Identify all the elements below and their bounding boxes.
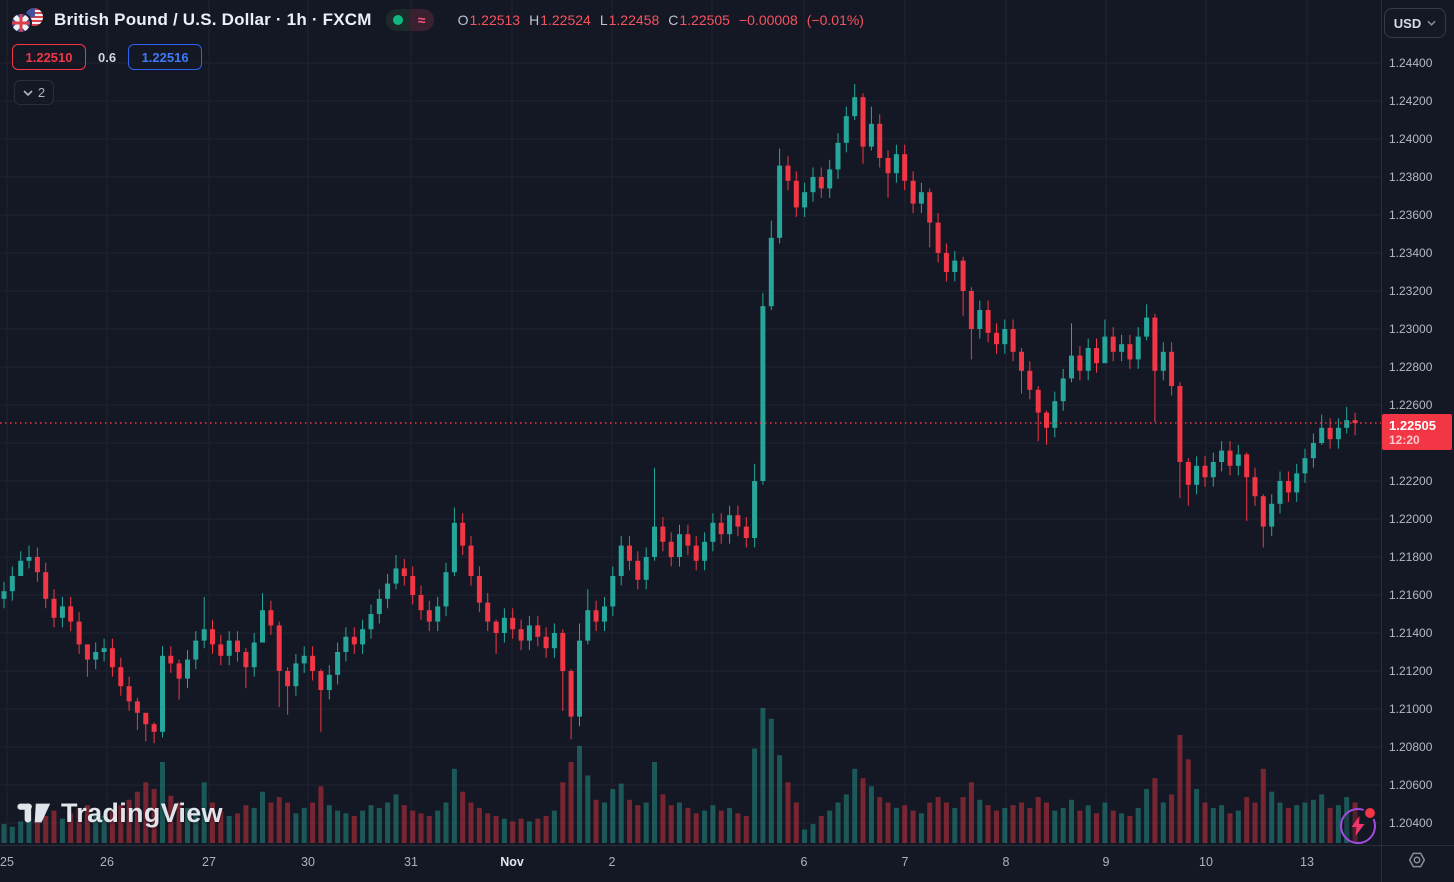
price-tick-label: 1.21600 (1389, 588, 1433, 602)
close-label: C (668, 12, 679, 28)
price-tick-label: 1.23800 (1389, 170, 1433, 184)
spread-value: 0.6 (98, 49, 117, 65)
time-axis-label: 25 (0, 855, 14, 869)
price-axis[interactable]: 1.22505 12:20 1.24400 1.24200 1.24000 1.238… (1382, 0, 1454, 845)
price-tick-label: 1.20600 (1389, 778, 1433, 792)
time-axis-label: 8 (1002, 855, 1010, 869)
low-label: L (599, 12, 608, 28)
close-value: 1.22505 (679, 12, 730, 28)
chevron-down-icon (1427, 20, 1436, 26)
last-price-value: 1.22505 (1389, 417, 1436, 433)
change-value: −0.00008 (738, 12, 798, 28)
delayed-data-icon: ≈ (409, 9, 434, 31)
lightning-icon (1351, 816, 1365, 836)
change-percent: (−0.01%) (806, 12, 864, 28)
time-axis-label: 27 (202, 855, 216, 869)
market-status-pill[interactable]: ≈ (385, 9, 434, 31)
time-axis[interactable]: 25 26 27 30 31 Nov 2 6 7 8 9 10 13 (0, 846, 1381, 882)
price-tick-label: 1.22200 (1389, 474, 1433, 488)
time-axis-label: 6 (800, 855, 808, 869)
time-axis-separator (0, 845, 1454, 846)
time-axis-label: 26 (100, 855, 114, 869)
price-tick-label: 1.21200 (1389, 664, 1433, 678)
open-value: 1.22513 (469, 12, 521, 28)
market-open-dot-icon (385, 9, 410, 31)
notification-dot (1365, 808, 1375, 818)
price-tick-label: 1.20800 (1389, 740, 1433, 754)
price-tick-label: 1.23200 (1389, 284, 1433, 298)
time-axis-label: 7 (901, 855, 909, 869)
price-tick-label: 1.23400 (1389, 246, 1433, 260)
price-tick-label: 1.24000 (1389, 132, 1433, 146)
price-tick-label: 1.24400 (1389, 56, 1433, 70)
candlestick-canvas[interactable] (0, 0, 1381, 845)
currency-unit-label: USD (1393, 15, 1422, 31)
uk-flag-icon (12, 14, 30, 32)
open-label: O (457, 12, 469, 28)
time-axis-label: 31 (404, 855, 418, 869)
time-axis-label: 13 (1300, 855, 1314, 869)
currency-unit-button[interactable]: USD (1384, 8, 1446, 38)
currency-pair-flags-icon (12, 8, 44, 32)
ohlc-readout: O 1.22513 H 1.22524 L 1.22458 C 1.22505 −0.0… (458, 12, 864, 28)
gear-icon (1408, 852, 1426, 868)
quote-row: 1.22510 0.6 1.22516 (12, 44, 203, 70)
price-tick-label: 1.23000 (1389, 322, 1433, 336)
time-axis-label: Nov (500, 855, 524, 869)
price-tick-label: 1.21000 (1389, 702, 1433, 716)
price-tick-label: 1.22000 (1389, 512, 1433, 526)
price-tick-label: 1.20400 (1389, 816, 1433, 830)
price-tick-label: 1.21400 (1389, 626, 1433, 640)
price-tick-label: 1.22800 (1389, 360, 1433, 374)
time-axis-label: 30 (301, 855, 315, 869)
object-tree-toggle-button[interactable]: 2 (14, 80, 54, 105)
price-tick-label: 1.24200 (1389, 94, 1433, 108)
chart-header: British Pound / U.S. Dollar · 1h · FXCM … (12, 8, 864, 32)
axis-settings-button[interactable] (1404, 847, 1430, 873)
sell-price-button[interactable]: 1.22510 (12, 44, 86, 70)
low-value: 1.22458 (608, 12, 660, 28)
price-axis-separator (1381, 0, 1382, 882)
high-label: H (529, 12, 540, 28)
object-tree-count: 2 (37, 85, 46, 100)
boost-button[interactable] (1340, 808, 1376, 844)
buy-price-button[interactable]: 1.22516 (128, 44, 203, 70)
high-value: 1.22524 (540, 12, 591, 28)
time-axis-label: 2 (608, 855, 616, 869)
time-axis-label: 10 (1199, 855, 1213, 869)
last-price-label: 1.22505 12:20 (1382, 414, 1452, 451)
bar-countdown: 12:20 (1389, 432, 1420, 447)
chevron-down-icon (23, 89, 33, 96)
symbol-title[interactable]: British Pound / U.S. Dollar · 1h · FXCM (54, 10, 372, 29)
price-tick-label: 1.23600 (1389, 208, 1433, 222)
price-tick-label: 1.21800 (1389, 550, 1433, 564)
time-axis-label: 9 (1102, 855, 1110, 869)
price-tick-label: 1.22600 (1389, 398, 1433, 412)
